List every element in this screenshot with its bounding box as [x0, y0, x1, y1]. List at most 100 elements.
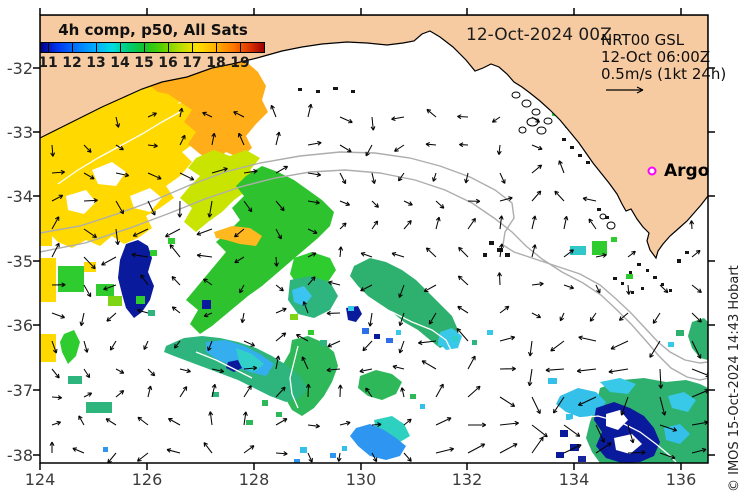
- colorbar-tick: [48, 43, 49, 52]
- current-arrow: [499, 172, 506, 184]
- current-arrow: [659, 396, 667, 416]
- colorbar-tick-number: 16: [158, 55, 178, 71]
- current-arrow: [143, 340, 149, 350]
- current-arrow: [467, 355, 476, 370]
- current-arrow: [691, 447, 707, 454]
- islet-speck: [586, 161, 590, 164]
- current-arrow: [371, 220, 379, 230]
- white-contour: [57, 111, 181, 185]
- current-arrow: [425, 247, 437, 258]
- current-arrow: [527, 368, 533, 387]
- sst-patch: [118, 240, 154, 318]
- current-arrow: [423, 284, 437, 293]
- island: [606, 221, 616, 230]
- current-arrow: [307, 199, 320, 205]
- islet-speck: [597, 208, 601, 211]
- current-arrow: [563, 444, 582, 454]
- current-arrow: [531, 396, 541, 415]
- current-arrow: [147, 368, 156, 377]
- current-arrow: [588, 218, 597, 230]
- sst-speck: [320, 340, 327, 346]
- sst-speck: [548, 378, 557, 384]
- current-arrow: [531, 244, 537, 258]
- current-arrow: [339, 200, 351, 206]
- plot-layers: [40, 15, 708, 463]
- current-arrow: [578, 335, 597, 342]
- colorbar-tick: [120, 43, 121, 52]
- colorbar-tick-number: 18: [206, 55, 226, 71]
- current-arrow: [545, 367, 565, 373]
- current-arrow: [211, 132, 217, 146]
- current-arrow: [83, 228, 97, 239]
- sst-patch: [350, 258, 458, 348]
- argo-float-label: Argo: [664, 161, 710, 181]
- sst-speck: [570, 246, 586, 255]
- current-arrow: [467, 385, 481, 398]
- current-arrow: [147, 112, 157, 118]
- current-arrow: [499, 420, 519, 426]
- current-arrow: [137, 416, 149, 426]
- current-arrow: [147, 200, 156, 216]
- current-arrow: [234, 256, 245, 264]
- sst-speck: [676, 330, 684, 336]
- current-arrow: [131, 252, 149, 258]
- white-contour: [289, 345, 299, 409]
- vector-scale-label: 0.5m/s (1kt 24h): [601, 65, 727, 83]
- current-arrow: [83, 198, 98, 203]
- current-arrow: [72, 447, 85, 454]
- sst-speck: [556, 452, 564, 458]
- current-arrow: [165, 228, 181, 238]
- current-arrow: [274, 256, 279, 267]
- current-arrow: [691, 312, 702, 323]
- current-arrow: [552, 396, 565, 414]
- islet-speck: [333, 87, 338, 90]
- sst-patch: [186, 166, 334, 334]
- current-arrow: [275, 307, 287, 314]
- current-arrow: [203, 278, 213, 286]
- argo-float-marker: [647, 166, 657, 176]
- current-arrow: [339, 116, 353, 124]
- current-arrow: [336, 452, 342, 462]
- sst-patch: [688, 318, 708, 360]
- current-arrow: [659, 452, 676, 460]
- colorbar-tick-number: 13: [86, 55, 106, 71]
- current-arrow: [426, 108, 437, 118]
- current-arrow: [467, 198, 481, 204]
- current-arrow: [368, 312, 373, 327]
- islet-speck: [489, 241, 494, 245]
- current-arrow: [169, 244, 181, 258]
- current-arrow: [421, 360, 437, 370]
- current-arrow: [610, 340, 629, 350]
- colorbar-tick-number: 19: [230, 55, 250, 71]
- sst-patch: [60, 330, 80, 364]
- current-arrow: [531, 190, 542, 202]
- current-arrow: [136, 452, 149, 462]
- current-arrow: [499, 366, 516, 372]
- scale-arrow-icon: [606, 86, 644, 94]
- current-arrow: [234, 228, 245, 238]
- x-axis-tick-label: 134: [558, 470, 590, 489]
- current-arrow: [550, 340, 565, 352]
- sst-patch: [92, 162, 126, 186]
- current-arrow: [563, 424, 581, 437]
- current-arrow: [147, 143, 158, 149]
- island: [531, 108, 541, 116]
- sst-speck: [410, 394, 416, 399]
- current-arrow: [499, 243, 504, 258]
- current-arrow: [147, 385, 153, 398]
- colorbar-tick-labels: 11 12 13 14 15 16 17 18 19: [38, 55, 266, 71]
- current-arrow: [467, 217, 476, 230]
- x-axis-tick-label: 124: [24, 470, 56, 489]
- current-arrow: [499, 443, 518, 454]
- islet-speck: [677, 259, 681, 263]
- current-arrow: [338, 246, 344, 258]
- sst-speck: [294, 459, 300, 463]
- current-arrow: [339, 420, 351, 426]
- x-axis-tick-label: 126: [131, 470, 163, 489]
- islet-speck: [646, 269, 649, 272]
- current-arrow: [239, 284, 245, 294]
- current-arrow: [499, 396, 516, 407]
- current-arrow: [499, 196, 513, 202]
- current-arrow: [171, 276, 181, 286]
